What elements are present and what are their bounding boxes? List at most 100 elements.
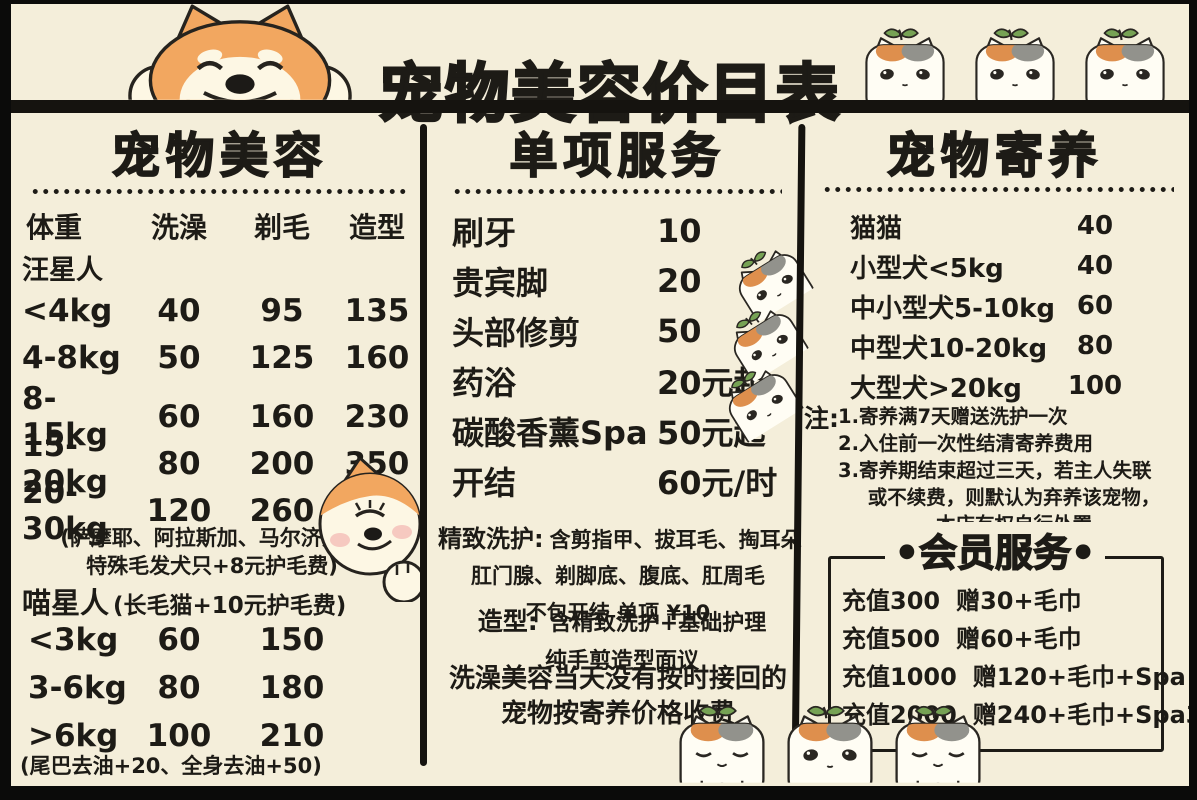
table-row: 3-6kg 80 180 (18, 664, 358, 712)
service-name: 刷牙 (452, 214, 517, 252)
service-name: 头部修剪 (452, 314, 581, 352)
boarding-name: 中型犬10-20kg (850, 333, 1048, 364)
service-name: 贵宾脚 (452, 264, 549, 302)
service-price: 60元/时 (657, 464, 778, 502)
styling-note: 造型: 含精致洗护+基础护理 纯手剪造型面议 (462, 602, 782, 675)
table-row: <4kg 40 95 135 (18, 287, 418, 334)
membership-heading-text: •会员服务• (884, 522, 1106, 577)
sleepy-leaf-cat-icon (892, 700, 984, 788)
boarding-row: 小型犬<5kg 40 (850, 246, 1135, 286)
styling-line: 含精致洗护+基础护理 (549, 611, 767, 636)
peeking-shiba-illustration (316, 458, 428, 602)
membership-heading: •会员服务• (815, 522, 1175, 577)
boarding-row: 猫猫 40 (850, 206, 1135, 246)
note-line: 特殊毛发犬只+8元护毛费) (86, 554, 338, 578)
styling-label: 造型: (477, 607, 538, 636)
styling-row: 造型: 含精致洗护+基础护理 (462, 602, 782, 638)
dog-fur-fee-note: (萨摩耶、阿拉斯加、马尔济斯等 特殊毛发犬只+8元护毛费) (14, 524, 410, 580)
bottom-cats-illustration (676, 700, 984, 788)
boarding-price: 100 (1067, 371, 1123, 401)
deluxe-label: 精致洗护: (438, 525, 544, 553)
frame-edge-bottom (0, 786, 1197, 800)
boarding-name: 中小型犬5-10kg (850, 293, 1055, 324)
style-price-cell: 230 (344, 399, 410, 435)
col-weight: 体重 (26, 211, 83, 244)
recharge-bonus: 赠120+毛巾+Spa (972, 662, 1186, 691)
weight-cell: <4kg (22, 292, 113, 329)
shave-price-cell: 180 (259, 670, 325, 706)
boarding-name: 小型犬<5kg (850, 253, 1004, 284)
table-row: 8-15kg 60 160 230 (18, 381, 418, 453)
boarding-price: 80 (1076, 331, 1114, 361)
deluxe-wash-note: 精致洗护: 含剪指甲、拔耳毛、掏耳朵 肛门腺、剃脚底、腹底、肛周毛 不包开结 单… (438, 519, 802, 627)
service-price: 10 (657, 212, 702, 250)
weight-cell: 8-15kg (22, 381, 108, 453)
boarding-notes: 1.寄养满7天赠送洗护一次 2.入住前一次性结清寄养费用 3.寄养期结束超过三天… (838, 403, 1190, 538)
bath-price-cell: 60 (157, 399, 201, 435)
weight-cell: <3kg (28, 622, 119, 658)
service-name: 药浴 (452, 364, 517, 402)
weight-cell: 3-6kg (28, 670, 127, 706)
cat-section-label-row: 喵星人 (长毛猫+10元护毛费) (22, 580, 346, 622)
recharge-amount: 充值1000 (842, 662, 957, 691)
col-bath: 洗澡 (150, 211, 207, 244)
recharge-bonus: 赠30+毛巾 (956, 586, 1082, 615)
services-heading: 单项服务 (509, 127, 726, 185)
service-price: 50 (657, 312, 702, 350)
leaf-cat-icon (972, 28, 1058, 100)
notice-line: 洗澡美容当天没有按时接回的 (448, 664, 787, 694)
boarding-list: 猫猫 40 小型犬<5kg 40 中小型犬5-10kg 60 中型犬10-20k… (850, 206, 1135, 406)
frame-edge-left (0, 0, 11, 800)
deluxe-line: 不包开结 单项 ¥10 (525, 601, 711, 625)
recharge-bonus: 赠240+毛巾+Spa3次 (972, 700, 1197, 729)
shave-price-cell: 200 (249, 446, 315, 482)
membership-row: 充值500 赠60+毛巾 (842, 617, 1154, 655)
membership-row: 充值300 赠30+毛巾 (842, 579, 1154, 617)
col-style: 造型 (348, 211, 405, 244)
boarding-price: 40 (1076, 251, 1114, 281)
table-row: 15-20kg 80 200 350 (18, 428, 418, 500)
shave-price-cell: 160 (249, 399, 315, 435)
deluxe-row: 精致洗护: 含剪指甲、拔耳毛、掏耳朵 (438, 519, 802, 554)
recharge-amount: 充值300 (842, 586, 941, 615)
boarding-price: 60 (1076, 291, 1114, 321)
boarding-name: 猫猫 (850, 213, 903, 244)
note-line: (萨摩耶、阿拉斯加、马尔济斯等 (60, 526, 364, 550)
service-name: 开结 (452, 464, 517, 502)
boarding-heading: 宠物寄养 (886, 127, 1103, 185)
table-row: 4-8kg 50 125 160 (18, 334, 418, 381)
frame-edge-right (1189, 0, 1197, 800)
dog-price-table: <4kg 40 95 135 4-8kg 50 125 160 8-15kg 6… (18, 287, 418, 548)
deluxe-line: 含剪指甲、拔耳毛、掏耳朵 (549, 528, 802, 552)
cat-fur-fee-note: (长毛猫+10元护毛费) (113, 593, 347, 619)
bath-price-cell: 60 (157, 622, 201, 658)
boarding-notes-label: 注: (804, 404, 839, 433)
service-row: 头部修剪 50 (452, 306, 794, 356)
column-divider-1 (420, 124, 427, 766)
bath-price-cell: 80 (157, 446, 201, 482)
recharge-bonus: 赠60+毛巾 (956, 624, 1082, 653)
cat-price-table: <3kg 60 150 3-6kg 80 180 >6kg 100 210 (18, 616, 358, 760)
deluxe-line: 肛门腺、剃脚底、腹底、肛周毛 (471, 564, 765, 588)
shave-price-cell: 210 (259, 718, 325, 754)
poster-title: 宠物美容价目表 (378, 57, 841, 134)
grooming-table-header: 体重 洗澡 剃毛 造型 (18, 206, 418, 246)
boarding-note-line: 3.寄养期结束超过三天，若主人失联 (838, 459, 1152, 482)
frame-edge-top (0, 0, 1197, 4)
recharge-amount: 充值500 (842, 624, 941, 653)
service-row: 开结 60元/时 (452, 456, 794, 506)
table-row: >6kg 100 210 (18, 712, 358, 760)
boarding-row: 中小型犬5-10kg 60 (850, 286, 1135, 326)
peeking-shiba-icon (316, 458, 428, 602)
dog-section-label: 汪星人 (22, 255, 103, 286)
boarding-note-line: 2.入住前一次性结清寄养费用 (838, 432, 1093, 455)
table-row: <3kg 60 150 (18, 616, 358, 664)
cat-section-label: 喵星人 (22, 586, 110, 620)
service-price: 20 (657, 262, 702, 300)
service-name: 碳酸香薰Spa (452, 414, 648, 452)
service-row: 贵宾脚 20 (452, 256, 794, 306)
membership-row: 充值1000 赠120+毛巾+Spa (842, 655, 1186, 693)
style-price-cell: 135 (344, 292, 410, 329)
leaf-cat-icon (714, 355, 807, 444)
